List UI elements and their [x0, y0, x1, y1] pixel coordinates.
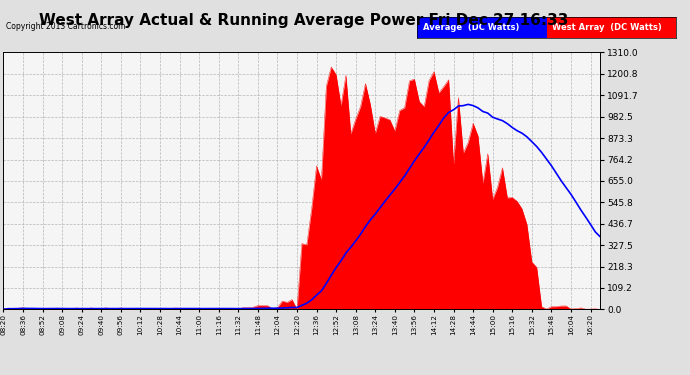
Bar [417, 17, 546, 38]
Text: Average  (DC Watts): Average (DC Watts) [422, 22, 519, 32]
Text: Copyright 2013 Cartronics.com: Copyright 2013 Cartronics.com [6, 22, 125, 31]
Text: West Array  (DC Watts): West Array (DC Watts) [552, 22, 662, 32]
Bar [546, 17, 676, 38]
Text: West Array Actual & Running Average Power Fri Dec 27 16:33: West Array Actual & Running Average Powe… [39, 13, 569, 28]
